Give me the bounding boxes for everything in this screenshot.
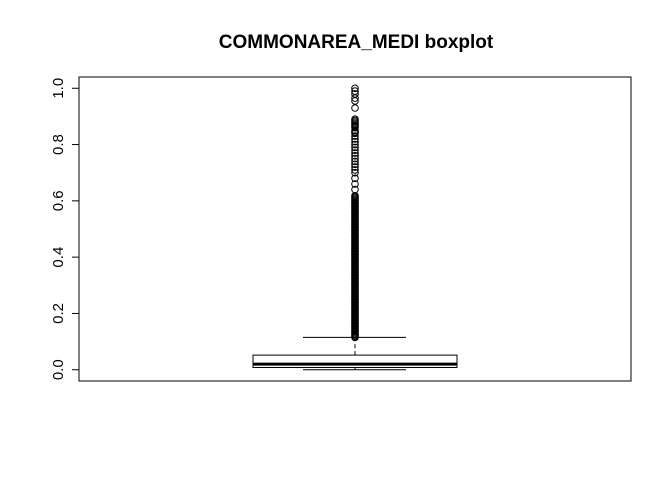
outlier-point [351, 185, 359, 194]
outlier-point [351, 84, 359, 93]
y-tick-label: 0.0 [50, 359, 67, 380]
outlier-point [351, 152, 359, 160]
chart-title: COMMONAREA_MEDI boxplot [219, 32, 494, 53]
y-tick-label: 0.6 [50, 190, 67, 211]
outlier-point [351, 104, 359, 112]
y-axis: 0.0 0.2 0.4 0.6 0.8 1.0 [50, 78, 80, 380]
y-tick-label: 1.0 [50, 78, 67, 99]
outlier-point [351, 160, 359, 169]
outlier-point [351, 115, 359, 123]
outlier-points [351, 84, 359, 342]
outlier-point [351, 180, 359, 188]
y-tick-label: 0.2 [50, 303, 67, 324]
outlier-point [351, 163, 359, 171]
outlier-point [351, 146, 359, 154]
outlier-point [351, 140, 359, 149]
outlier-point [351, 168, 359, 177]
outlier-point [351, 143, 359, 152]
outlier-point [351, 157, 359, 166]
iqr-box [252, 354, 458, 368]
outlier-point [351, 137, 359, 146]
outlier-point [351, 174, 359, 183]
outlier-point [351, 166, 359, 174]
box-element [252, 336, 458, 371]
outlier-point [351, 149, 359, 157]
outlier-point [351, 154, 359, 163]
outlier-point [351, 90, 359, 98]
outlier-point [351, 132, 359, 140]
y-tick-label: 0.8 [50, 134, 67, 155]
y-tick-label: 0.4 [50, 247, 67, 268]
outlier-point [351, 87, 359, 95]
